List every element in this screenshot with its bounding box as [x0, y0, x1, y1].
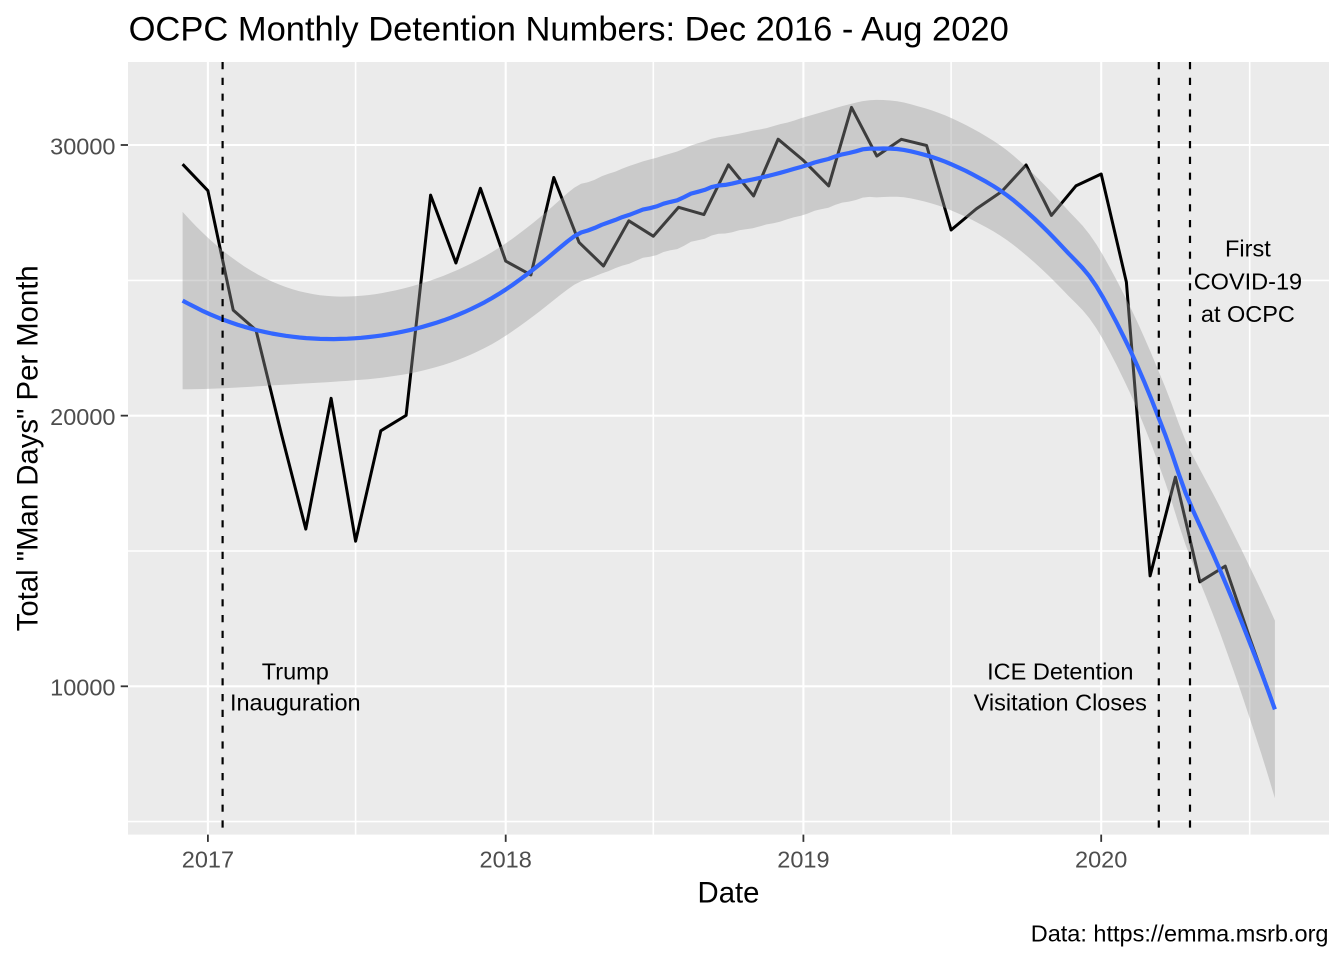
- svg-text:2017: 2017: [182, 847, 234, 873]
- svg-text:at OCPC: at OCPC: [1201, 301, 1295, 327]
- svg-text:Date: Date: [698, 876, 760, 909]
- svg-text:10000: 10000: [50, 675, 115, 701]
- svg-text:Inauguration: Inauguration: [230, 690, 361, 716]
- svg-text:2018: 2018: [480, 847, 532, 873]
- svg-text:ICE Detention: ICE Detention: [987, 659, 1133, 685]
- svg-text:Trump: Trump: [262, 659, 329, 685]
- svg-text:20000: 20000: [50, 404, 115, 430]
- svg-text:30000: 30000: [50, 133, 115, 159]
- svg-text:COVID-19: COVID-19: [1194, 269, 1302, 295]
- svg-text:Visitation Closes: Visitation Closes: [974, 690, 1147, 716]
- svg-text:2020: 2020: [1075, 847, 1127, 873]
- svg-text:OCPC Monthly Detention Numbers: OCPC Monthly Detention Numbers: Dec 2016…: [129, 11, 1009, 49]
- svg-text:2019: 2019: [777, 847, 829, 873]
- svg-text:First: First: [1225, 236, 1271, 262]
- svg-text:Data: https://emma.msrb.org: Data: https://emma.msrb.org: [1031, 921, 1329, 947]
- svg-text:Total "Man Days" Per Month: Total "Man Days" Per Month: [12, 265, 45, 631]
